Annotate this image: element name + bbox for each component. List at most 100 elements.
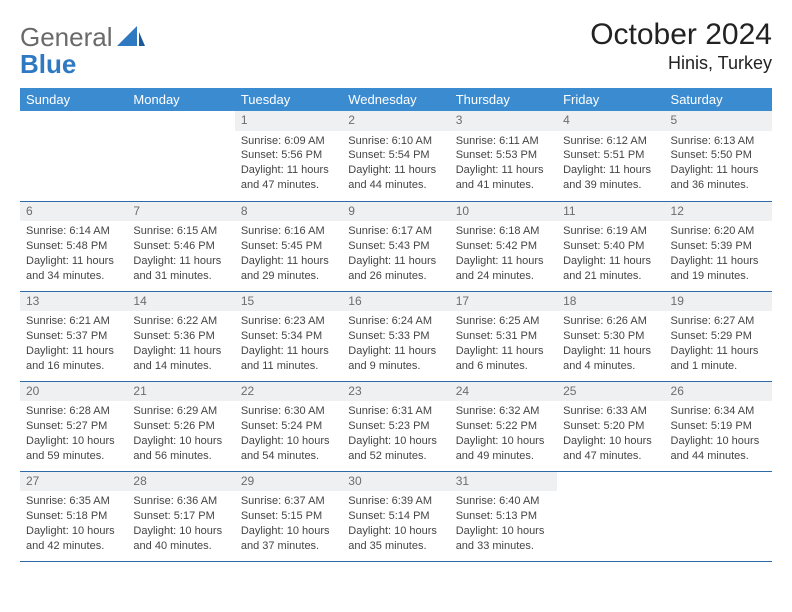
daylight-line: Daylight: 11 hours and 47 minutes. bbox=[241, 163, 336, 193]
calendar-cell: 14Sunrise: 6:22 AMSunset: 5:36 PMDayligh… bbox=[127, 291, 234, 381]
daylight-line: Daylight: 11 hours and 21 minutes. bbox=[563, 254, 658, 284]
day-details: Sunrise: 6:31 AMSunset: 5:23 PMDaylight:… bbox=[342, 401, 449, 467]
calendar-cell: 18Sunrise: 6:26 AMSunset: 5:30 PMDayligh… bbox=[557, 291, 664, 381]
day-number: 1 bbox=[235, 111, 342, 131]
calendar-cell: 13Sunrise: 6:21 AMSunset: 5:37 PMDayligh… bbox=[20, 291, 127, 381]
sunset-line: Sunset: 5:15 PM bbox=[241, 509, 336, 524]
calendar-week-row: 27Sunrise: 6:35 AMSunset: 5:18 PMDayligh… bbox=[20, 471, 772, 561]
daylight-line: Daylight: 11 hours and 11 minutes. bbox=[241, 344, 336, 374]
sunset-line: Sunset: 5:30 PM bbox=[563, 329, 658, 344]
sunset-line: Sunset: 5:48 PM bbox=[26, 239, 121, 254]
day-details: Sunrise: 6:27 AMSunset: 5:29 PMDaylight:… bbox=[665, 311, 772, 377]
sunrise-line: Sunrise: 6:17 AM bbox=[348, 224, 443, 239]
day-details: Sunrise: 6:40 AMSunset: 5:13 PMDaylight:… bbox=[450, 491, 557, 557]
calendar-cell: 1Sunrise: 6:09 AMSunset: 5:56 PMDaylight… bbox=[235, 111, 342, 201]
sunrise-line: Sunrise: 6:14 AM bbox=[26, 224, 121, 239]
day-details: Sunrise: 6:12 AMSunset: 5:51 PMDaylight:… bbox=[557, 131, 664, 197]
sunset-line: Sunset: 5:27 PM bbox=[26, 419, 121, 434]
daylight-line: Daylight: 10 hours and 35 minutes. bbox=[348, 524, 443, 554]
day-number: 19 bbox=[665, 292, 772, 312]
sunrise-line: Sunrise: 6:11 AM bbox=[456, 134, 551, 149]
daylight-line: Daylight: 10 hours and 47 minutes. bbox=[563, 434, 658, 464]
day-number: 5 bbox=[665, 111, 772, 131]
day-details: Sunrise: 6:32 AMSunset: 5:22 PMDaylight:… bbox=[450, 401, 557, 467]
sunrise-line: Sunrise: 6:10 AM bbox=[348, 134, 443, 149]
sunrise-line: Sunrise: 6:31 AM bbox=[348, 404, 443, 419]
sunrise-line: Sunrise: 6:39 AM bbox=[348, 494, 443, 509]
sunset-line: Sunset: 5:36 PM bbox=[133, 329, 228, 344]
day-details: Sunrise: 6:23 AMSunset: 5:34 PMDaylight:… bbox=[235, 311, 342, 377]
day-details: Sunrise: 6:10 AMSunset: 5:54 PMDaylight:… bbox=[342, 131, 449, 197]
sunset-line: Sunset: 5:45 PM bbox=[241, 239, 336, 254]
day-header: Thursday bbox=[450, 88, 557, 111]
calendar-cell bbox=[20, 111, 127, 201]
sunset-line: Sunset: 5:51 PM bbox=[563, 148, 658, 163]
sunrise-line: Sunrise: 6:12 AM bbox=[563, 134, 658, 149]
day-details: Sunrise: 6:25 AMSunset: 5:31 PMDaylight:… bbox=[450, 311, 557, 377]
calendar-cell: 24Sunrise: 6:32 AMSunset: 5:22 PMDayligh… bbox=[450, 381, 557, 471]
calendar-cell: 20Sunrise: 6:28 AMSunset: 5:27 PMDayligh… bbox=[20, 381, 127, 471]
day-details: Sunrise: 6:28 AMSunset: 5:27 PMDaylight:… bbox=[20, 401, 127, 467]
calendar-cell: 2Sunrise: 6:10 AMSunset: 5:54 PMDaylight… bbox=[342, 111, 449, 201]
calendar-cell: 29Sunrise: 6:37 AMSunset: 5:15 PMDayligh… bbox=[235, 471, 342, 561]
day-number: 20 bbox=[20, 382, 127, 402]
day-details: Sunrise: 6:30 AMSunset: 5:24 PMDaylight:… bbox=[235, 401, 342, 467]
sunset-line: Sunset: 5:31 PM bbox=[456, 329, 551, 344]
sunset-line: Sunset: 5:24 PM bbox=[241, 419, 336, 434]
sunrise-line: Sunrise: 6:29 AM bbox=[133, 404, 228, 419]
day-number: 10 bbox=[450, 202, 557, 222]
daylight-line: Daylight: 10 hours and 42 minutes. bbox=[26, 524, 121, 554]
daylight-line: Daylight: 10 hours and 44 minutes. bbox=[671, 434, 766, 464]
calendar-cell: 31Sunrise: 6:40 AMSunset: 5:13 PMDayligh… bbox=[450, 471, 557, 561]
day-details: Sunrise: 6:13 AMSunset: 5:50 PMDaylight:… bbox=[665, 131, 772, 197]
sunset-line: Sunset: 5:22 PM bbox=[456, 419, 551, 434]
sunrise-line: Sunrise: 6:21 AM bbox=[26, 314, 121, 329]
daylight-line: Daylight: 11 hours and 41 minutes. bbox=[456, 163, 551, 193]
day-details: Sunrise: 6:33 AMSunset: 5:20 PMDaylight:… bbox=[557, 401, 664, 467]
day-number: 18 bbox=[557, 292, 664, 312]
calendar-week-row: 20Sunrise: 6:28 AMSunset: 5:27 PMDayligh… bbox=[20, 381, 772, 471]
day-header-row: Sunday Monday Tuesday Wednesday Thursday… bbox=[20, 88, 772, 111]
daylight-line: Daylight: 11 hours and 4 minutes. bbox=[563, 344, 658, 374]
daylight-line: Daylight: 11 hours and 29 minutes. bbox=[241, 254, 336, 284]
day-details: Sunrise: 6:22 AMSunset: 5:36 PMDaylight:… bbox=[127, 311, 234, 377]
calendar-cell: 9Sunrise: 6:17 AMSunset: 5:43 PMDaylight… bbox=[342, 201, 449, 291]
sunset-line: Sunset: 5:33 PM bbox=[348, 329, 443, 344]
calendar-cell: 22Sunrise: 6:30 AMSunset: 5:24 PMDayligh… bbox=[235, 381, 342, 471]
daylight-line: Daylight: 11 hours and 14 minutes. bbox=[133, 344, 228, 374]
brand-blue: Blue bbox=[20, 49, 76, 79]
day-details: Sunrise: 6:36 AMSunset: 5:17 PMDaylight:… bbox=[127, 491, 234, 557]
calendar-cell: 12Sunrise: 6:20 AMSunset: 5:39 PMDayligh… bbox=[665, 201, 772, 291]
day-number: 13 bbox=[20, 292, 127, 312]
day-number: 28 bbox=[127, 472, 234, 492]
calendar-cell bbox=[665, 471, 772, 561]
daylight-line: Daylight: 11 hours and 24 minutes. bbox=[456, 254, 551, 284]
location-subtitle: Hinis, Turkey bbox=[590, 53, 772, 74]
day-number: 21 bbox=[127, 382, 234, 402]
sunrise-line: Sunrise: 6:30 AM bbox=[241, 404, 336, 419]
calendar-cell: 7Sunrise: 6:15 AMSunset: 5:46 PMDaylight… bbox=[127, 201, 234, 291]
day-details: Sunrise: 6:14 AMSunset: 5:48 PMDaylight:… bbox=[20, 221, 127, 287]
sunrise-line: Sunrise: 6:34 AM bbox=[671, 404, 766, 419]
calendar-cell bbox=[127, 111, 234, 201]
calendar-week-row: 1Sunrise: 6:09 AMSunset: 5:56 PMDaylight… bbox=[20, 111, 772, 201]
calendar-cell: 4Sunrise: 6:12 AMSunset: 5:51 PMDaylight… bbox=[557, 111, 664, 201]
calendar-cell: 5Sunrise: 6:13 AMSunset: 5:50 PMDaylight… bbox=[665, 111, 772, 201]
daylight-line: Daylight: 10 hours and 54 minutes. bbox=[241, 434, 336, 464]
day-header: Tuesday bbox=[235, 88, 342, 111]
day-details: Sunrise: 6:34 AMSunset: 5:19 PMDaylight:… bbox=[665, 401, 772, 467]
sunset-line: Sunset: 5:46 PM bbox=[133, 239, 228, 254]
calendar-cell: 15Sunrise: 6:23 AMSunset: 5:34 PMDayligh… bbox=[235, 291, 342, 381]
daylight-line: Daylight: 11 hours and 31 minutes. bbox=[133, 254, 228, 284]
sunrise-line: Sunrise: 6:09 AM bbox=[241, 134, 336, 149]
logo-sail-icon bbox=[117, 26, 145, 55]
daylight-line: Daylight: 10 hours and 40 minutes. bbox=[133, 524, 228, 554]
sunrise-line: Sunrise: 6:20 AM bbox=[671, 224, 766, 239]
day-details: Sunrise: 6:09 AMSunset: 5:56 PMDaylight:… bbox=[235, 131, 342, 197]
sunset-line: Sunset: 5:26 PM bbox=[133, 419, 228, 434]
sunset-line: Sunset: 5:17 PM bbox=[133, 509, 228, 524]
sunset-line: Sunset: 5:53 PM bbox=[456, 148, 551, 163]
calendar-cell: 10Sunrise: 6:18 AMSunset: 5:42 PMDayligh… bbox=[450, 201, 557, 291]
daylight-line: Daylight: 11 hours and 19 minutes. bbox=[671, 254, 766, 284]
day-number: 7 bbox=[127, 202, 234, 222]
